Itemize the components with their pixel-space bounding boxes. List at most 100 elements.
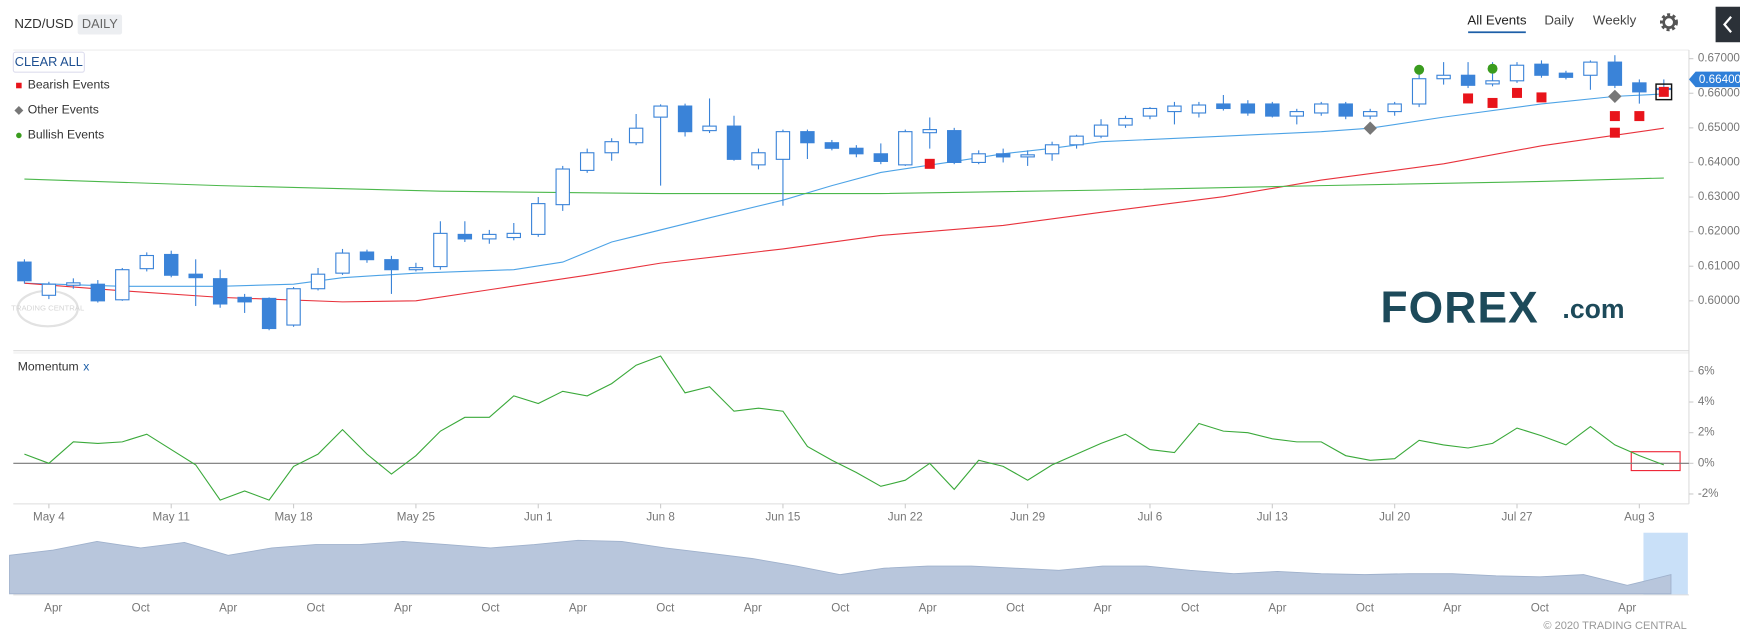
legend-label: Other Events xyxy=(28,103,99,117)
candle-body xyxy=(359,251,375,261)
candle-body xyxy=(335,252,350,274)
momentum-line xyxy=(24,355,1665,501)
tab[interactable]: Weekly xyxy=(1593,13,1637,28)
pane-title: Momentum xyxy=(18,360,79,374)
x-tick-label: Jun 1 xyxy=(524,510,552,523)
candle-body xyxy=(1314,103,1329,114)
candle-body xyxy=(1142,107,1158,117)
candle-body xyxy=(188,273,203,279)
navigator-label: Oct xyxy=(307,601,326,614)
moving-average-line xyxy=(24,177,1664,195)
settings-gear[interactable] xyxy=(1659,13,1678,32)
navigator-label: Apr xyxy=(394,601,412,614)
event-marker xyxy=(1363,121,1377,135)
arrow-icon xyxy=(1723,15,1732,33)
side-panel-toggle[interactable] xyxy=(1715,6,1740,43)
y-tick-label: 0.65000 xyxy=(1698,121,1740,134)
candle-body xyxy=(164,253,179,276)
candle-body xyxy=(41,283,57,296)
legend-label: Bullish Events xyxy=(28,128,105,142)
candle-body xyxy=(702,125,717,132)
event-marker xyxy=(924,158,935,169)
candle-body xyxy=(506,232,522,239)
x-tick-label: May 25 xyxy=(397,510,435,523)
event-highlight xyxy=(1655,83,1673,101)
candle-body xyxy=(1338,103,1353,117)
candle-body xyxy=(1191,104,1207,114)
close-indicator[interactable]: x xyxy=(83,360,89,374)
candle-body xyxy=(898,131,913,166)
candle-body xyxy=(653,105,668,118)
legend-label: Bearish Events xyxy=(28,78,110,92)
candle-body xyxy=(628,127,644,144)
tab[interactable]: Daily xyxy=(1544,13,1574,28)
y-tick-label: 0.64000 xyxy=(1698,156,1740,169)
candle-body xyxy=(1020,154,1035,158)
tab[interactable]: All Events xyxy=(1467,13,1526,28)
candle-body xyxy=(310,273,326,290)
candle-body xyxy=(139,254,154,270)
event-marker xyxy=(1414,64,1425,75)
candle-body xyxy=(1387,103,1402,113)
y-tick-label: 0.63000 xyxy=(1698,190,1740,203)
candle-body xyxy=(17,261,32,282)
candle-body xyxy=(1289,111,1305,117)
candle-body xyxy=(1436,74,1451,80)
candle-body xyxy=(922,129,937,134)
candle-body xyxy=(66,282,81,286)
legend-marker xyxy=(16,132,22,139)
x-tick-label: May 4 xyxy=(33,510,65,523)
candle-body xyxy=(1265,103,1280,117)
x-tick-label: May 11 xyxy=(153,510,190,523)
legend-marker xyxy=(16,82,22,89)
candle-body xyxy=(775,131,791,160)
candle-body xyxy=(971,153,986,164)
navigator-area xyxy=(9,539,1672,595)
candle-body xyxy=(1093,124,1109,137)
event-marker xyxy=(1634,111,1645,122)
moving-average-line xyxy=(24,127,1664,303)
candle-body xyxy=(555,168,570,206)
period-badge xyxy=(77,14,123,35)
candle-body xyxy=(995,153,1011,158)
copyright: © 2020 TRADING CENTRAL xyxy=(1543,620,1686,632)
logo-suffix: .com xyxy=(1562,294,1624,324)
event-marker xyxy=(1609,127,1620,138)
candle-body xyxy=(1167,105,1182,113)
x-tick-label: Jul 6 xyxy=(1138,510,1163,523)
candle-body xyxy=(1485,80,1500,85)
last-value-label: 0.66400 xyxy=(1699,73,1740,86)
highlight-box xyxy=(1630,451,1681,472)
candle-body xyxy=(1460,74,1476,86)
moving-average-line xyxy=(24,93,1664,287)
candle-body xyxy=(1362,111,1378,117)
candle-body xyxy=(531,203,546,235)
candle-body xyxy=(1044,144,1060,155)
event-marker xyxy=(1608,89,1622,104)
candle-body xyxy=(1558,72,1574,78)
candle-body xyxy=(1509,64,1525,82)
x-tick-label: Aug 3 xyxy=(1624,510,1654,523)
navigator-label: Oct xyxy=(132,601,151,614)
x-tick-label: Jun 8 xyxy=(646,510,674,523)
candle-body xyxy=(824,142,840,149)
x-tick-label: Jul 20 xyxy=(1379,510,1411,523)
legend-marker xyxy=(14,106,24,115)
candle-body xyxy=(677,105,693,133)
last-value-tag xyxy=(1688,71,1740,88)
event-marker xyxy=(1536,92,1547,103)
clear-all[interactable]: CLEAR ALL xyxy=(15,54,83,69)
candle-body xyxy=(1411,78,1427,105)
navigator-label: Oct xyxy=(1531,601,1550,614)
candle-body xyxy=(947,130,962,164)
x-tick-label: Jun 29 xyxy=(1010,510,1045,523)
clear-all-button[interactable] xyxy=(12,51,85,73)
event-marker xyxy=(1512,87,1523,98)
navigator-label: Apr xyxy=(1618,601,1636,614)
candle-body xyxy=(726,125,742,160)
y-tick-label: 6% xyxy=(1698,364,1715,377)
candle-body xyxy=(433,232,448,268)
navigator-label: Oct xyxy=(656,601,675,614)
y-tick-label: 4% xyxy=(1698,395,1715,408)
x-tick-label: Jun 22 xyxy=(888,510,923,523)
